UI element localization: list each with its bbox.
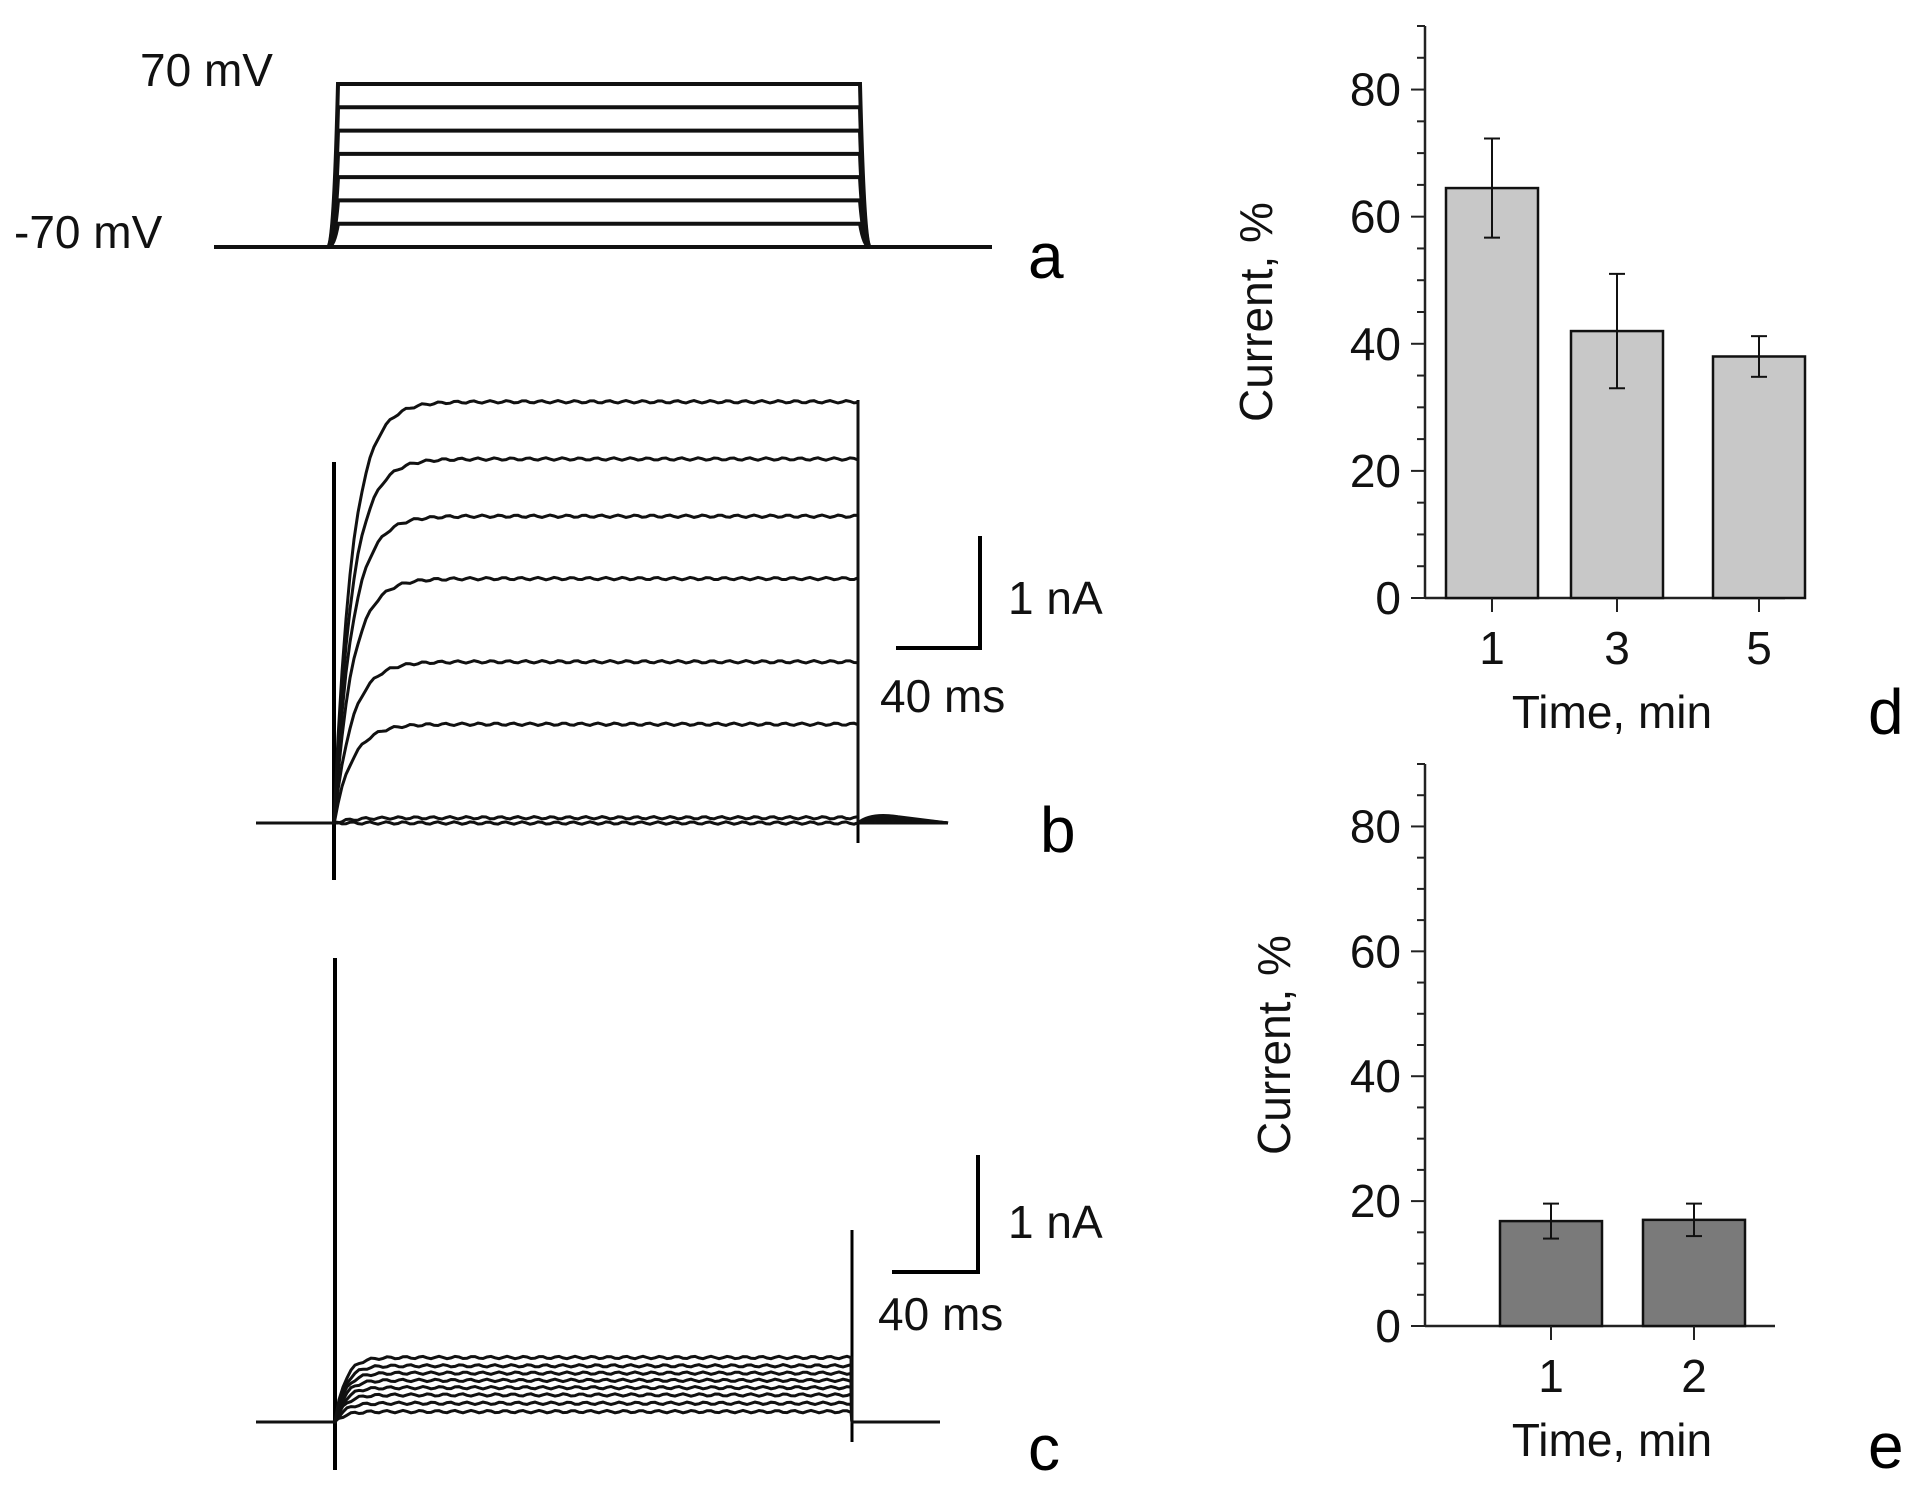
y-tick-label: 40 — [1350, 318, 1401, 370]
bar — [1641, 1218, 1747, 1328]
protocol-trace-group — [214, 82, 992, 249]
current-trace-group — [256, 958, 940, 1470]
current-trace — [256, 814, 949, 825]
scale-bar — [892, 1155, 980, 1274]
y-tick-label: 20 — [1350, 445, 1401, 497]
y-tick-label: 40 — [1350, 1050, 1401, 1102]
y-tick-label: 80 — [1350, 800, 1401, 852]
current-trace — [256, 1384, 940, 1424]
y-axis-label: Current, % — [1248, 935, 1300, 1155]
scale-bar — [896, 536, 982, 650]
bar — [1711, 355, 1807, 600]
panel-letter-b: b — [1040, 794, 1076, 866]
scale-current-label: 1 nA — [1008, 1196, 1103, 1248]
y-tick-label: 0 — [1375, 1300, 1401, 1352]
panel-letter-a: a — [1028, 220, 1064, 292]
current-trace — [256, 575, 949, 826]
panel-a: 70 mV -70 mV a — [14, 44, 1064, 292]
y-tick-label: 60 — [1350, 925, 1401, 977]
y-axis-label: Current, % — [1230, 202, 1282, 422]
scale-time-label: 40 ms — [878, 1288, 1003, 1340]
current-trace — [256, 456, 949, 826]
scale-current-label: 1 nA — [1008, 572, 1103, 624]
current-trace — [256, 721, 949, 825]
current-trace — [256, 1377, 940, 1424]
current-trace — [256, 1362, 940, 1424]
current-trace-group — [256, 399, 949, 880]
y-tick-label: 20 — [1350, 1175, 1401, 1227]
current-trace — [256, 1370, 940, 1424]
current-trace — [256, 1408, 940, 1424]
panel-letter-d: d — [1868, 676, 1904, 748]
bar — [1444, 186, 1540, 600]
x-tick-label: 1 — [1538, 1350, 1564, 1402]
current-trace — [256, 659, 949, 826]
x-axis-label: Time, min — [1512, 1414, 1712, 1466]
y-tick-label: 60 — [1350, 191, 1401, 243]
panel-b: 1 nA 40 ms b — [256, 399, 1103, 880]
y-tick-label: 0 — [1375, 572, 1401, 624]
current-trace — [256, 513, 949, 826]
x-tick-label: 5 — [1746, 622, 1772, 674]
current-trace — [256, 1400, 940, 1424]
y-tick-label: 80 — [1350, 64, 1401, 116]
x-tick-label: 1 — [1479, 622, 1505, 674]
x-tick-label: 3 — [1604, 622, 1630, 674]
holding-voltage-label: -70 mV — [14, 206, 163, 258]
top-voltage-label: 70 mV — [140, 44, 273, 96]
current-trace — [256, 1391, 940, 1424]
bar-chart-e: e 0 20 40 60 80 1 2 Time, min Current, % — [1248, 763, 1904, 1482]
protocol-step-trace — [214, 82, 992, 249]
panel-letter-c: c — [1028, 1412, 1060, 1484]
panel-c: 1 nA 40 ms c — [256, 958, 1103, 1484]
x-axis-label: Time, min — [1512, 686, 1712, 738]
bar-chart-d: d 0 20 40 60 80 1 3 5 Time, min Current, % — [1230, 25, 1904, 748]
scale-time-label: 40 ms — [880, 670, 1005, 722]
current-trace — [256, 820, 948, 826]
panel-letter-e: e — [1868, 1410, 1904, 1482]
current-trace — [256, 1354, 940, 1424]
current-trace — [256, 399, 949, 827]
x-tick-label: 2 — [1681, 1350, 1707, 1402]
